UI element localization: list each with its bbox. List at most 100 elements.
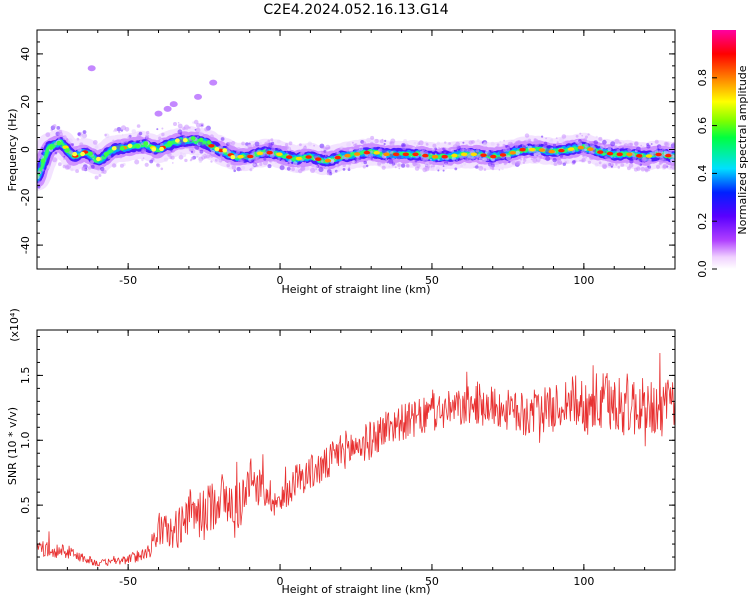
spectral-speckle	[502, 159, 506, 163]
spectral-peak-blob	[344, 153, 351, 158]
spectral-speckle	[413, 141, 417, 145]
x-tick-label: -50	[119, 575, 137, 588]
spectral-speckle	[134, 159, 140, 165]
spectral-speckle	[593, 140, 598, 145]
spectral-speckle	[475, 148, 480, 153]
spectral-speckle	[550, 138, 553, 141]
spectral-speckle	[646, 144, 651, 149]
spectral-speckle	[42, 172, 45, 175]
spectral-speckle	[482, 158, 485, 161]
spectral-speckle	[228, 156, 230, 158]
spectral-speckle	[62, 164, 66, 169]
spectral-speckle	[446, 147, 449, 150]
spectral-speckle	[282, 146, 286, 150]
spectral-peak-blob	[597, 150, 604, 154]
spectral-speckle	[368, 153, 374, 158]
spectral-speckle	[52, 157, 58, 163]
spectral-speckle	[442, 165, 445, 168]
spectral-speckle	[414, 166, 420, 171]
spectral-blob	[56, 140, 62, 146]
spectral-speckle	[255, 157, 259, 161]
spectral-speckle	[414, 159, 418, 163]
spectral-speckle	[318, 151, 322, 155]
spectral-speckle	[112, 139, 115, 142]
spectral-speckle	[254, 141, 260, 147]
colorbar-tick-label: 0.8	[696, 69, 709, 87]
spectral-speckle	[244, 150, 247, 152]
spectral-speckle	[131, 129, 137, 134]
spectral-peak-blob	[324, 158, 332, 163]
spectral-speckle	[144, 162, 149, 167]
spectral-speckle	[559, 137, 565, 143]
spectral-speckle	[43, 143, 46, 146]
spectral-speckle	[287, 162, 290, 165]
spectral-speckle	[469, 149, 475, 154]
spectral-speckle	[572, 160, 576, 164]
spectral-speckle	[602, 139, 607, 145]
spectral-speckle	[127, 136, 131, 140]
snr-frame	[36, 329, 676, 571]
spectral-outlier	[194, 93, 203, 100]
spectral-speckle	[200, 124, 204, 127]
spectral-speckle	[468, 140, 473, 145]
spectral-speckle	[116, 145, 121, 150]
spectral-speckle	[284, 162, 287, 165]
spectral-peak-blob	[237, 154, 244, 159]
spectral-speckle	[115, 154, 119, 158]
spectral-speckle	[50, 149, 53, 152]
spectral-speckle	[561, 134, 567, 139]
spectral-speckle	[537, 152, 542, 157]
spectral-speckle	[579, 159, 582, 162]
spectral-speckle	[550, 161, 553, 164]
spectral-speckle	[339, 146, 343, 150]
spectral-peak-blob	[645, 154, 653, 158]
spectral-speckle	[622, 147, 624, 149]
spectral-speckle	[377, 148, 381, 152]
spectral-speckle	[41, 147, 44, 150]
spectral-speckle	[158, 136, 162, 140]
spectral-speckle	[431, 148, 435, 152]
spectral-peak-blob	[247, 154, 254, 159]
spectral-speckle	[523, 157, 525, 160]
spectral-speckle	[241, 141, 246, 146]
spectral-speckle	[121, 134, 124, 136]
spectral-speckle	[438, 147, 440, 149]
spectral-speckle	[63, 155, 66, 158]
spectral-speckle	[178, 154, 184, 160]
spectral-speckle	[435, 166, 441, 171]
spectral-speckle	[330, 158, 335, 163]
spectral-speckle	[397, 163, 401, 167]
spectral-speckle	[77, 132, 81, 136]
spectral-peak-blob	[480, 153, 487, 157]
spectral-speckle	[41, 168, 45, 172]
spectral-peak-blob	[626, 152, 633, 157]
spectral-speckle	[300, 166, 306, 171]
spectral-speckle	[527, 138, 532, 142]
spectral-speckle	[105, 161, 108, 164]
spectral-speckle	[442, 169, 445, 172]
spectral-speckle	[339, 160, 344, 165]
spectral-speckle	[553, 162, 558, 167]
spectral-speckle	[389, 153, 394, 158]
spectral-speckle	[324, 157, 326, 159]
spectral-blob	[190, 136, 196, 141]
spectral-speckle	[335, 163, 338, 167]
spectral-speckle	[545, 137, 547, 140]
spectral-peak-blob	[373, 151, 380, 155]
spectral-speckle	[585, 135, 588, 139]
spectral-speckle	[86, 147, 89, 150]
spectral-speckle	[491, 167, 495, 171]
spectral-speckle	[430, 153, 433, 156]
spectral-speckle	[456, 149, 459, 152]
spectral-speckle	[504, 144, 508, 148]
spectral-speckle	[478, 165, 484, 171]
spectral-speckle	[104, 133, 107, 137]
colorbar-tick-label: 0.4	[696, 165, 709, 183]
spectral-speckle	[632, 156, 637, 161]
spectral-speckle	[354, 143, 358, 147]
spectral-speckle	[60, 144, 63, 147]
spectral-blob	[159, 146, 165, 152]
spectral-speckle	[442, 147, 445, 151]
spectral-speckle	[94, 145, 99, 149]
spectral-speckle	[475, 165, 479, 169]
